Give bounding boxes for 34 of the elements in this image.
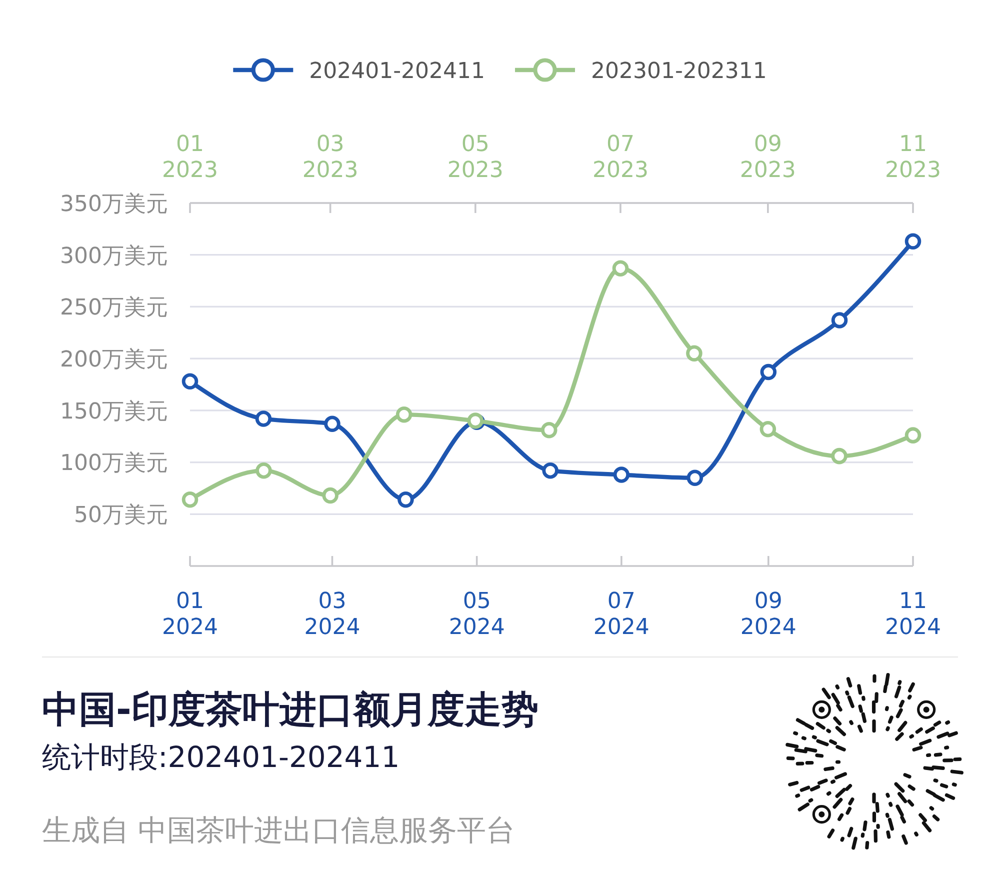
legend-label: 202401-202411 <box>309 58 486 84</box>
point <box>255 410 272 427</box>
y-tick-label: 150万美元 <box>60 399 168 424</box>
text: 统计时段:202401-202411 <box>42 740 400 774</box>
point <box>324 416 340 432</box>
x2-tick-label: 11 2023 <box>885 132 941 183</box>
y-tick-label: 200万美元 <box>60 347 168 372</box>
text: 生成自 中国茶叶进出口信息服务平台 <box>42 813 516 847</box>
x-tick-label: 07 2024 <box>593 589 650 640</box>
point <box>904 233 922 250</box>
y-tick-label: 250万美元 <box>60 296 168 321</box>
point <box>182 373 198 390</box>
x2-tick-label: 03 2023 <box>302 132 358 183</box>
point <box>398 492 414 508</box>
point <box>760 364 777 380</box>
x2-tick-label: 09 2023 <box>740 132 796 183</box>
x2-tick-label: 07 2023 <box>592 132 648 183</box>
x2-tick-label: 01 2023 <box>162 132 218 183</box>
x-tick-label: 09 2024 <box>740 589 796 640</box>
point <box>613 466 630 483</box>
x-tick-label: 05 2024 <box>448 589 505 640</box>
y-tick-label: 50万美元 <box>74 503 168 528</box>
y-tick-label: 300万美元 <box>60 244 168 269</box>
x-tick-label: 11 2024 <box>885 589 941 640</box>
x-tick-label: 01 2024 <box>162 589 218 640</box>
y-tick-label: 100万美元 <box>60 451 168 476</box>
y-tick-label: 350万美元 <box>60 192 168 217</box>
point <box>542 462 558 479</box>
text: 中国-印度茶叶进口额月度走势 <box>42 688 538 731</box>
x2-tick-label: 05 2023 <box>447 132 504 183</box>
point <box>831 312 848 328</box>
legend-label: 202301-202311 <box>591 58 767 84</box>
x-tick-label: 03 2024 <box>304 589 360 640</box>
point <box>686 470 704 486</box>
